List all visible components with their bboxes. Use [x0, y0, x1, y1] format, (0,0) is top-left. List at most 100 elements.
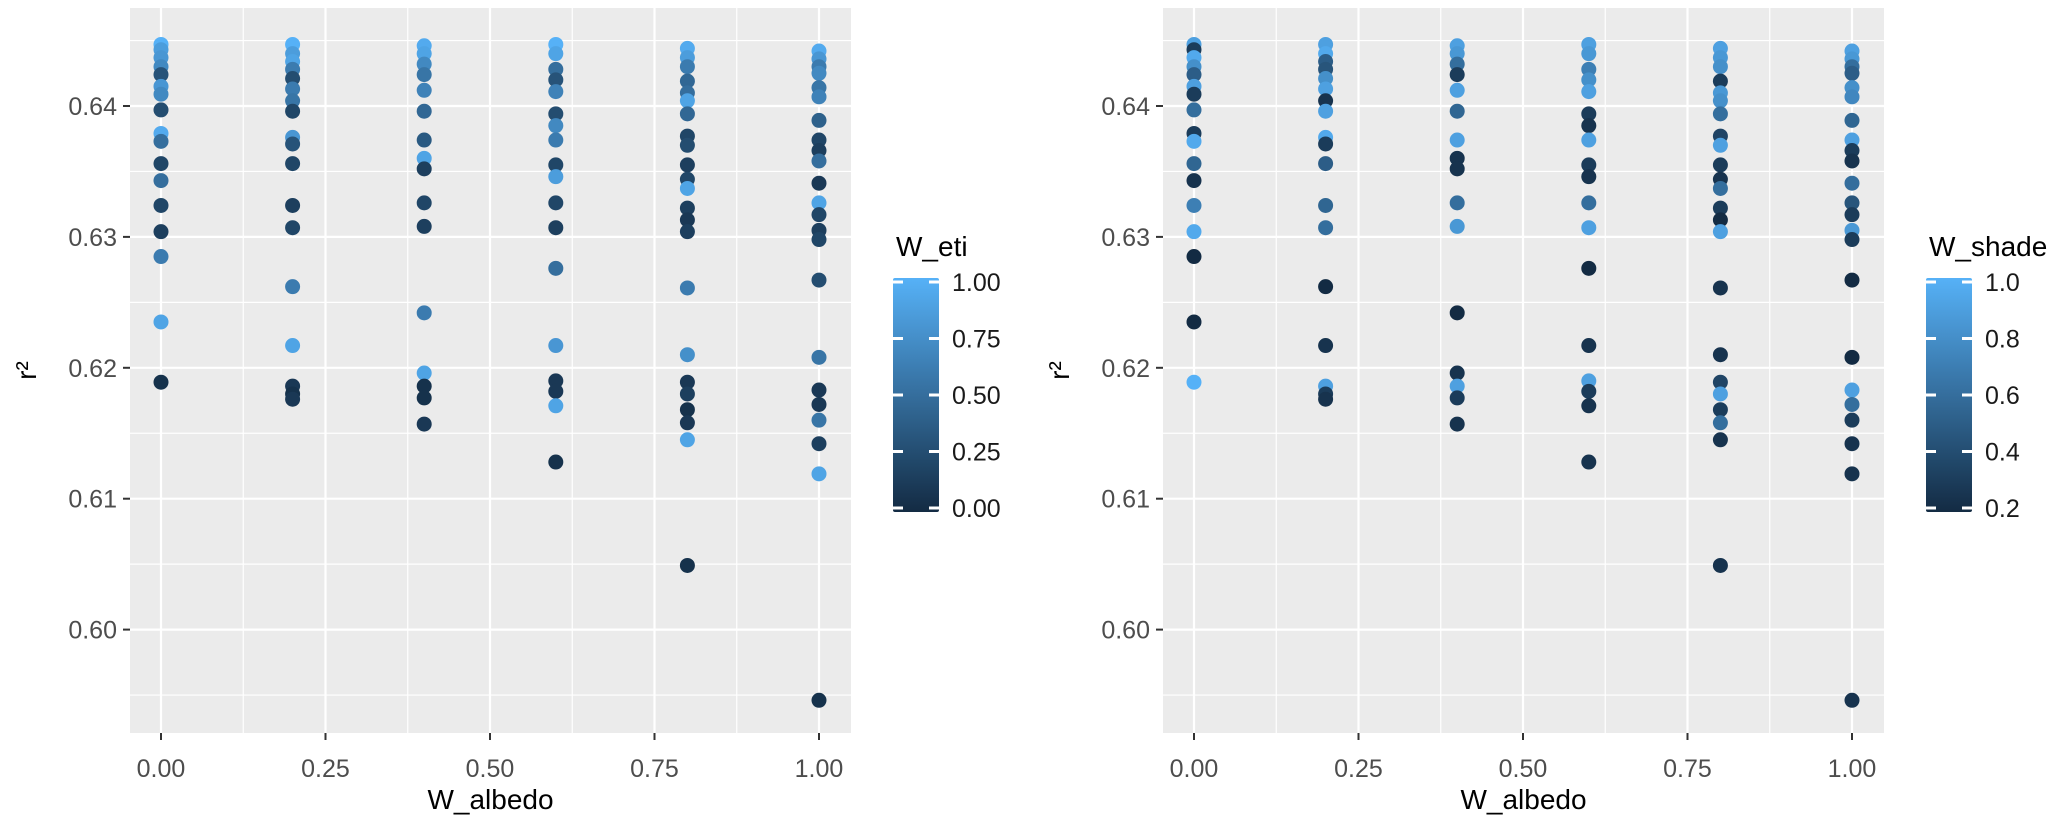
- data-point: [1581, 118, 1597, 134]
- y-tick-label: 0.64: [68, 93, 117, 121]
- data-point: [811, 89, 827, 105]
- y-axis-label: r²: [1044, 361, 1075, 380]
- legend-colorbar: [1926, 278, 1972, 512]
- data-point: [679, 374, 695, 390]
- data-point: [548, 72, 564, 88]
- data-point: [1318, 103, 1334, 119]
- x-tick-label: 1.00: [795, 755, 844, 783]
- data-point: [811, 396, 827, 412]
- data-point: [285, 279, 301, 295]
- axis-ticks: [1156, 105, 1853, 740]
- data-point: [416, 378, 432, 394]
- data-point: [416, 82, 432, 98]
- data-point: [1581, 46, 1597, 62]
- legend-tick-label: 0.8: [1985, 326, 2020, 354]
- data-point: [1844, 692, 1860, 708]
- gridlines: [130, 8, 851, 733]
- data-point: [285, 391, 301, 407]
- legend-tick-label: 0.4: [1985, 439, 2020, 467]
- data-point: [1844, 412, 1860, 428]
- data-point: [416, 150, 432, 166]
- data-point: [1844, 195, 1860, 211]
- data-point: [811, 272, 827, 288]
- data-point: [1186, 67, 1202, 83]
- x-tick-label: 0.25: [301, 755, 350, 783]
- data-point: [1844, 89, 1860, 105]
- data-point: [811, 195, 827, 211]
- data-point: [1712, 374, 1728, 390]
- data-point: [548, 118, 564, 134]
- data-point: [153, 197, 169, 213]
- data-point: [1844, 175, 1860, 191]
- x-tick-label: 0.75: [1663, 755, 1712, 783]
- x-tick-label: 0.25: [1334, 755, 1383, 783]
- y-tick-label: 0.63: [1101, 224, 1150, 252]
- data-point: [416, 56, 432, 72]
- data-point: [1186, 133, 1202, 149]
- data-point: [1844, 65, 1860, 81]
- x-tick-label: 0.50: [466, 755, 515, 783]
- data-point: [679, 73, 695, 89]
- data-point: [1712, 73, 1728, 89]
- data-point: [1581, 72, 1597, 88]
- data-point: [416, 416, 432, 432]
- x-axis-label: W_albedo: [427, 784, 553, 815]
- data-point: [1581, 398, 1597, 414]
- data-point: [1712, 280, 1728, 296]
- y-tick-label: 0.63: [68, 224, 117, 252]
- axis-tick-labels: 0.00 0.25 0.50 0.75 1.00 0.64 0.63 0.62 0.61 0.60: [1101, 93, 1876, 783]
- data-point: [548, 106, 564, 122]
- data-point: [811, 436, 827, 452]
- data-point: [679, 93, 695, 109]
- data-point: [1449, 378, 1465, 394]
- x-tick-label: 0.75: [630, 755, 679, 783]
- data-point: [153, 173, 169, 189]
- data-point: [285, 71, 301, 87]
- data-point: [811, 349, 827, 365]
- y-tick-label: 0.60: [1101, 617, 1150, 645]
- data-point: [416, 67, 432, 83]
- legend-tick-label: 0.2: [1985, 495, 2020, 523]
- data-point: [679, 106, 695, 122]
- legend: W_shade 1.0 0.8 0.6 0.4 0.2: [1926, 231, 2047, 523]
- right-chart-svg: 0.00 0.25 0.50 0.75 1.000.640.630.620.610.60…: [1044, 8, 2047, 815]
- data-point: [548, 132, 564, 148]
- data-point: [1844, 112, 1860, 128]
- data-point: [1581, 84, 1597, 100]
- data-points: [153, 36, 827, 708]
- data-point: [811, 466, 827, 482]
- data-point: [811, 382, 827, 398]
- data-point: [811, 692, 827, 708]
- data-point: [811, 112, 827, 128]
- data-point: [153, 224, 169, 240]
- data-point: [548, 398, 564, 414]
- data-point: [1449, 103, 1465, 119]
- y-tick-label: 0.60: [68, 617, 117, 645]
- data-point: [1186, 86, 1202, 102]
- data-point: [811, 175, 827, 191]
- data-point: [285, 136, 301, 152]
- data-point: [1186, 156, 1202, 172]
- data-point: [1712, 415, 1728, 431]
- data-point: [548, 195, 564, 211]
- data-point: [679, 557, 695, 573]
- data-point: [416, 305, 432, 321]
- data-point: [1449, 305, 1465, 321]
- data-point: [153, 86, 169, 102]
- data-point: [679, 212, 695, 228]
- data-point: [1449, 67, 1465, 83]
- data-point: [285, 81, 301, 97]
- data-point: [1844, 207, 1860, 223]
- data-point: [548, 46, 564, 62]
- data-point: [1844, 466, 1860, 482]
- y-axis-label: r²: [11, 361, 42, 380]
- data-point: [1844, 143, 1860, 159]
- data-point: [1186, 197, 1202, 213]
- legend-tick-label: 0.25: [952, 439, 1001, 467]
- legend-tick-label: 0.75: [952, 326, 1001, 354]
- data-point: [679, 280, 695, 296]
- data-point: [153, 249, 169, 265]
- x-tick-label: 0.00: [1170, 755, 1219, 783]
- y-tick-label: 0.62: [68, 355, 117, 383]
- data-point: [1712, 200, 1728, 216]
